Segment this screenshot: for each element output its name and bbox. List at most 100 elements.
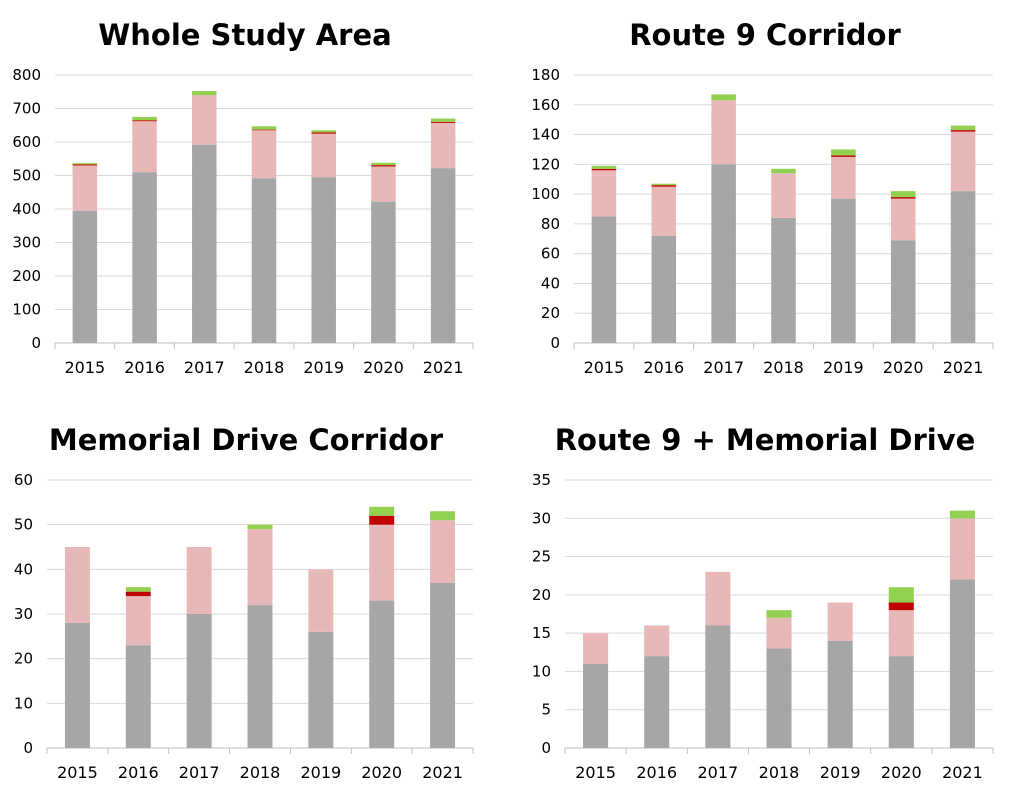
bar-segment-base xyxy=(888,656,914,748)
y-tick-label: 40 xyxy=(541,274,560,292)
bar-segment-green xyxy=(591,165,617,169)
y-tick-label: 160 xyxy=(531,96,560,114)
bar-segment-base xyxy=(827,640,853,748)
y-tick-label: 35 xyxy=(532,471,551,489)
bar-segment-pink xyxy=(827,602,853,641)
y-tick-label: 100 xyxy=(531,185,560,203)
bar-segment-pink xyxy=(583,633,609,664)
bar-segment-base xyxy=(192,144,217,343)
bar-segment-pink xyxy=(950,131,976,192)
bar-segment-green xyxy=(192,91,217,96)
bar-segment-red xyxy=(430,121,456,123)
x-tick-label: 2018 xyxy=(240,763,281,782)
bar-segment-green xyxy=(132,116,157,121)
bar-segment-red xyxy=(132,120,157,122)
bar-segment-green xyxy=(369,506,395,516)
bar-segment-base xyxy=(186,614,212,748)
bar-segment-base xyxy=(949,579,975,748)
bar-segment-base xyxy=(251,178,277,343)
bar-segment-base xyxy=(308,631,334,748)
bar-segment-green xyxy=(125,587,151,592)
bar-segment-green xyxy=(888,587,914,603)
bar-segment-red xyxy=(651,185,677,187)
bar-segment-base xyxy=(132,172,157,343)
x-tick-label: 2021 xyxy=(423,358,464,377)
y-tick-label: 5 xyxy=(541,701,551,719)
y-tick-label: 30 xyxy=(14,605,33,623)
y-tick-label: 400 xyxy=(12,200,41,218)
x-tick-label: 2020 xyxy=(881,763,922,782)
bar-segment-base xyxy=(125,645,151,748)
y-tick-label: 0 xyxy=(550,334,560,352)
x-tick-label: 2021 xyxy=(422,763,463,782)
bar-segment-pink xyxy=(371,166,396,202)
bar-segment-base xyxy=(583,663,609,748)
bar-segment-red xyxy=(311,132,336,134)
bar-segment-red xyxy=(950,130,976,132)
y-tick-label: 0 xyxy=(31,334,41,352)
chart-panel: Route 9 Corridor 0 20 40 60 80 100 120 140 160 180… xyxy=(531,18,994,377)
chart-title: Route 9 + Memorial Drive xyxy=(555,423,976,457)
y-tick-label: 120 xyxy=(531,155,560,173)
bar-segment-base xyxy=(711,164,736,343)
bar-segment-green xyxy=(711,94,736,101)
y-tick-label: 200 xyxy=(12,267,41,285)
bar-segment-pink xyxy=(64,547,90,623)
y-tick-label: 15 xyxy=(532,624,551,642)
bar-segment-pink xyxy=(308,569,334,632)
bar-segment-green xyxy=(371,162,396,166)
bar-segment-base xyxy=(705,625,731,748)
x-tick-label: 2020 xyxy=(883,358,924,377)
bar-segment-pink xyxy=(831,156,856,199)
bar-segment-base xyxy=(247,605,273,748)
bar-segment-base xyxy=(369,600,395,748)
x-tick-label: 2021 xyxy=(942,763,983,782)
bar-segment-pink xyxy=(192,95,217,145)
bar-segment-pink xyxy=(591,170,617,217)
y-tick-label: 10 xyxy=(532,662,551,680)
y-tick-label: 0 xyxy=(23,739,33,757)
bar-segment-pink xyxy=(644,625,670,657)
bar-segment-red xyxy=(369,515,395,525)
x-tick-label: 2019 xyxy=(300,763,341,782)
y-tick-label: 100 xyxy=(12,301,41,319)
bar-segment-base xyxy=(591,216,617,343)
bar-segment-pink xyxy=(888,610,914,657)
y-tick-label: 30 xyxy=(532,509,551,527)
x-tick-label: 2016 xyxy=(643,358,684,377)
x-tick-label: 2019 xyxy=(303,358,344,377)
bar-segment-green xyxy=(251,126,277,130)
y-tick-label: 50 xyxy=(14,516,33,534)
bar-segment-pink xyxy=(247,529,273,606)
bar-segment-green xyxy=(430,511,456,521)
y-tick-label: 20 xyxy=(541,304,560,322)
bar-segment-pink xyxy=(651,186,677,236)
x-tick-label: 2017 xyxy=(179,763,220,782)
bar-segment-red xyxy=(371,165,396,167)
x-tick-label: 2018 xyxy=(763,358,804,377)
y-tick-label: 0 xyxy=(541,739,551,757)
y-tick-label: 80 xyxy=(541,215,560,233)
y-tick-label: 20 xyxy=(14,650,33,668)
x-tick-label: 2015 xyxy=(64,358,105,377)
bar-segment-base xyxy=(831,198,856,343)
y-tick-label: 20 xyxy=(532,586,551,604)
bar-segment-base xyxy=(311,177,336,343)
bar-segment-pink xyxy=(132,121,157,173)
y-tick-label: 25 xyxy=(532,548,551,566)
x-tick-label: 2016 xyxy=(636,763,677,782)
y-tick-label: 60 xyxy=(14,471,33,489)
bar-segment-base xyxy=(890,240,916,343)
x-tick-label: 2020 xyxy=(363,358,404,377)
bar-segment-pink xyxy=(186,547,212,614)
bar-segment-pink xyxy=(949,518,975,580)
bar-segment-pink xyxy=(72,165,98,211)
y-tick-label: 40 xyxy=(14,560,33,578)
chart-panel: Route 9 + Memorial Drive 0 5 10 15 20 25 30 35 20… xyxy=(532,423,994,782)
bar-segment-green xyxy=(950,125,976,131)
bar-segment-green xyxy=(651,183,677,186)
y-tick-label: 140 xyxy=(531,126,560,144)
chart-title: Memorial Drive Corridor xyxy=(49,423,444,457)
bar-segment-green xyxy=(831,149,856,156)
